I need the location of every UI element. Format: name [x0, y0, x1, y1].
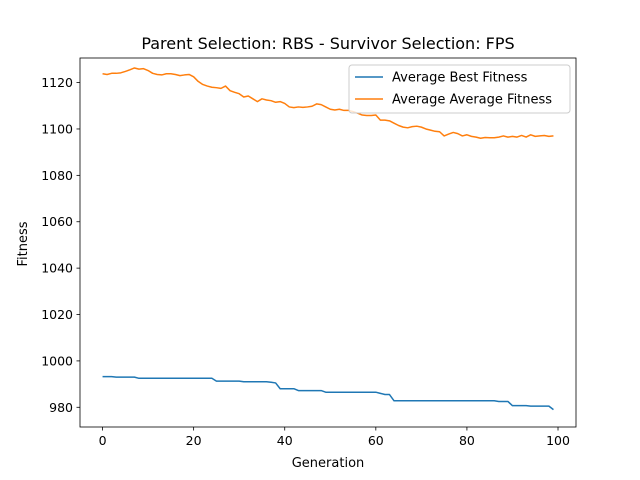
x-tick-label: 20	[186, 433, 202, 448]
x-tick-label: 100	[546, 433, 570, 448]
x-tick-label: 0	[99, 433, 107, 448]
y-tick-label: 1000	[41, 353, 73, 368]
x-tick-label: 40	[277, 433, 293, 448]
chart-title: Parent Selection: RBS - Survivor Selecti…	[141, 34, 514, 53]
x-tick-label: 60	[368, 433, 384, 448]
y-tick-label: 1040	[41, 261, 73, 276]
y-axis-label: Fitness	[16, 221, 31, 266]
series-line-average-best-fitness	[102, 375, 554, 411]
y-tick-label: 980	[49, 400, 73, 415]
y-tick-label: 1080	[41, 168, 73, 183]
legend: Average Best Fitness Average Average Fitn…	[348, 64, 571, 114]
axes-frame	[79, 57, 577, 428]
y-tick-label: 1060	[41, 214, 73, 229]
y-tick-label: 1020	[41, 307, 73, 322]
x-tick-label: 80	[459, 433, 475, 448]
legend-box	[348, 64, 571, 114]
legend-label: Average Best Fitness	[392, 71, 528, 86]
plot-area: 0 20 40 60 80 100 980 1000 1020 1040 1060 1080 1100 1…	[41, 57, 577, 448]
legend-label: Average Average Fitness	[392, 93, 552, 108]
y-tick-label: 1120	[41, 75, 73, 90]
x-axis-label: Generation	[292, 456, 365, 471]
y-tick-label: 1100	[41, 121, 73, 136]
series-line-average-average-fitness	[102, 67, 554, 139]
